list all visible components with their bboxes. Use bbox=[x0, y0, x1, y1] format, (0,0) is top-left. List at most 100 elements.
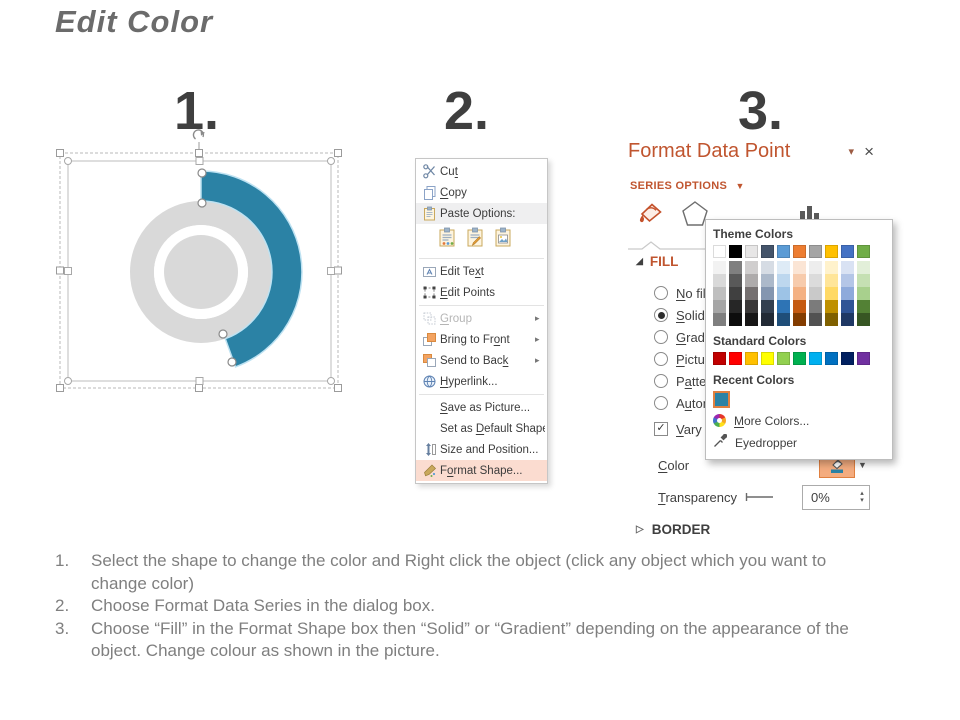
color-swatch[interactable] bbox=[761, 300, 774, 313]
color-swatch[interactable] bbox=[809, 313, 822, 326]
plot-area-handles[interactable] bbox=[64, 157, 335, 385]
color-swatch[interactable] bbox=[761, 313, 774, 326]
color-swatch[interactable] bbox=[857, 261, 870, 274]
color-swatch[interactable] bbox=[793, 261, 806, 274]
paste-picture-icon[interactable] bbox=[494, 227, 514, 251]
color-swatch[interactable] bbox=[857, 352, 870, 365]
color-swatch[interactable] bbox=[713, 313, 726, 326]
series-options-dropdown[interactable]: SERIES OPTIONS ▼ bbox=[630, 180, 745, 192]
color-swatch[interactable] bbox=[793, 313, 806, 326]
transparency-slider[interactable] bbox=[745, 491, 775, 503]
menu-item-edit-points[interactable]: Edit Points bbox=[416, 282, 547, 303]
color-swatch[interactable] bbox=[809, 274, 822, 287]
data-point-handles[interactable] bbox=[197, 168, 237, 367]
color-swatch[interactable] bbox=[745, 313, 758, 326]
outer-selection-handles[interactable] bbox=[56, 149, 342, 392]
color-swatch[interactable] bbox=[841, 313, 854, 326]
color-swatch[interactable] bbox=[713, 274, 726, 287]
color-swatch[interactable] bbox=[761, 287, 774, 300]
menu-item-format-shape[interactable]: Format Shape... bbox=[416, 460, 547, 481]
eyedropper-item[interactable]: Eyedropper bbox=[713, 433, 885, 452]
color-swatch[interactable] bbox=[761, 352, 774, 365]
color-swatch[interactable] bbox=[745, 261, 758, 274]
color-swatch[interactable] bbox=[825, 300, 838, 313]
color-swatch[interactable] bbox=[841, 245, 854, 258]
fill-color-dropdown-arrow[interactable]: ▼ bbox=[858, 460, 867, 470]
color-swatch[interactable] bbox=[857, 274, 870, 287]
color-swatch[interactable] bbox=[745, 287, 758, 300]
menu-item-set-default-shape[interactable]: Set as Default Shape bbox=[416, 418, 547, 439]
color-swatch[interactable] bbox=[729, 287, 742, 300]
color-swatch[interactable] bbox=[761, 245, 774, 258]
spinner-icon[interactable]: ▴ ▾ bbox=[860, 490, 864, 504]
recent-color-swatch-selected[interactable] bbox=[713, 391, 730, 408]
fill-section-header[interactable]: ◢ FILL bbox=[636, 254, 678, 269]
color-swatch[interactable] bbox=[713, 287, 726, 300]
color-swatch[interactable] bbox=[825, 313, 838, 326]
more-colors-item[interactable]: More Colors... bbox=[713, 411, 885, 430]
menu-item-copy[interactable]: Copy bbox=[416, 182, 547, 203]
color-swatch[interactable] bbox=[777, 287, 790, 300]
color-swatch[interactable] bbox=[777, 274, 790, 287]
color-swatch[interactable] bbox=[729, 352, 742, 365]
color-swatch[interactable] bbox=[825, 261, 838, 274]
color-swatch[interactable] bbox=[713, 245, 726, 258]
menu-item-save-as-picture[interactable]: Save as Picture... bbox=[416, 397, 547, 418]
color-swatch[interactable] bbox=[841, 261, 854, 274]
color-swatch[interactable] bbox=[857, 300, 870, 313]
menu-item-size-and-position[interactable]: Size and Position... bbox=[416, 439, 547, 460]
color-swatch[interactable] bbox=[729, 245, 742, 258]
color-swatch[interactable] bbox=[841, 300, 854, 313]
color-swatch[interactable] bbox=[841, 352, 854, 365]
color-swatch[interactable] bbox=[793, 274, 806, 287]
donut-chart-selection[interactable] bbox=[40, 128, 370, 403]
menu-item-hyperlink[interactable]: Hyperlink... bbox=[416, 371, 547, 392]
color-swatch[interactable] bbox=[729, 313, 742, 326]
color-swatch[interactable] bbox=[857, 287, 870, 300]
panel-menu-caret-icon[interactable]: ▾ bbox=[848, 146, 855, 158]
color-swatch[interactable] bbox=[825, 245, 838, 258]
effects-tab-icon[interactable] bbox=[680, 199, 710, 232]
color-swatch[interactable] bbox=[713, 300, 726, 313]
color-swatch[interactable] bbox=[745, 352, 758, 365]
color-swatch[interactable] bbox=[777, 245, 790, 258]
color-swatch[interactable] bbox=[809, 245, 822, 258]
color-swatch[interactable] bbox=[745, 245, 758, 258]
color-swatch[interactable] bbox=[713, 261, 726, 274]
color-swatch[interactable] bbox=[809, 300, 822, 313]
color-swatch[interactable] bbox=[841, 274, 854, 287]
color-swatch[interactable] bbox=[825, 352, 838, 365]
color-swatch[interactable] bbox=[825, 274, 838, 287]
color-swatch[interactable] bbox=[825, 287, 838, 300]
paste-destination-theme-icon[interactable] bbox=[438, 227, 458, 251]
color-swatch[interactable] bbox=[729, 300, 742, 313]
radio-no-fill[interactable]: No fill bbox=[654, 282, 718, 304]
border-section-header[interactable]: ▷ BORDER bbox=[636, 522, 710, 537]
color-swatch[interactable] bbox=[793, 245, 806, 258]
paste-keep-formatting-icon[interactable] bbox=[466, 227, 486, 251]
color-swatch[interactable] bbox=[745, 274, 758, 287]
color-swatch[interactable] bbox=[793, 287, 806, 300]
menu-item-send-to-back[interactable]: Send to Back ▸ bbox=[416, 350, 547, 371]
color-swatch[interactable] bbox=[729, 261, 742, 274]
color-swatch[interactable] bbox=[777, 300, 790, 313]
menu-item-edit-text[interactable]: Edit Text bbox=[416, 261, 547, 282]
menu-item-paste-options[interactable]: Paste Options: bbox=[416, 203, 547, 224]
color-swatch[interactable] bbox=[841, 287, 854, 300]
fill-line-tab-icon[interactable] bbox=[634, 198, 666, 233]
color-swatch[interactable] bbox=[809, 352, 822, 365]
color-swatch[interactable] bbox=[857, 313, 870, 326]
menu-item-cut[interactable]: Cut bbox=[416, 161, 547, 182]
transparency-input[interactable]: 0% ▴ ▾ bbox=[802, 484, 870, 510]
color-swatch[interactable] bbox=[761, 274, 774, 287]
color-swatch[interactable] bbox=[777, 352, 790, 365]
color-swatch[interactable] bbox=[729, 274, 742, 287]
series-tab-icon[interactable] bbox=[798, 203, 822, 228]
color-swatch[interactable] bbox=[809, 261, 822, 274]
color-swatch[interactable] bbox=[713, 352, 726, 365]
color-swatch[interactable] bbox=[777, 261, 790, 274]
color-swatch[interactable] bbox=[745, 300, 758, 313]
color-swatch[interactable] bbox=[793, 352, 806, 365]
color-swatch[interactable] bbox=[777, 313, 790, 326]
menu-item-bring-to-front[interactable]: Bring to Front ▸ bbox=[416, 329, 547, 350]
